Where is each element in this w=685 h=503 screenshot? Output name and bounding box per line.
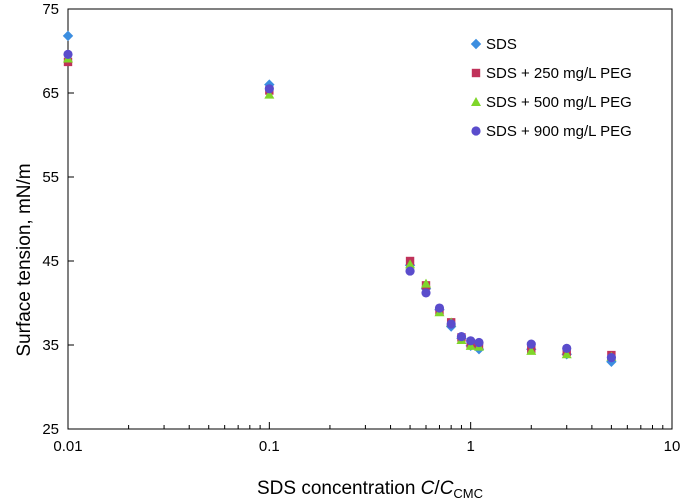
data-point-circle [446,319,456,329]
data-point-circle [421,288,431,298]
data-point-circle [474,337,484,348]
legend-label: SDS + 250 mg/L PEG [486,65,632,82]
data-points [62,30,617,367]
data-point-circle [63,49,73,59]
y-tick-label: 45 [42,253,59,270]
data-point-circle [264,84,274,94]
axis-ticks [67,8,673,430]
data-point-circle [434,303,445,313]
data-point-triangle [405,259,416,269]
data-point-triangle [526,345,537,355]
x-axis-title-c: C [440,478,454,499]
data-point-circle [466,336,476,346]
legend: SDS SDS + 250 mg/L PEG SDS + 500 mg/L PEG S… [470,36,632,140]
legend-marker-circle [471,126,481,136]
plot-area-border [67,8,673,430]
y-tick-label: 25 [42,421,59,438]
legend-marker-triangle [471,97,481,106]
y-tick-label: 35 [42,337,59,354]
x-tick-label: 10 [664,438,681,455]
data-point-circle [526,339,536,349]
data-point-triangle [561,349,572,359]
y-axis-title: Surface tension, mN/m [14,163,35,356]
legend-marker-square [471,68,481,78]
x-axis-title-subscript: CMC [453,486,483,501]
data-point-diamond [62,30,74,42]
series-4 [63,49,616,363]
data-point-circle [606,353,616,363]
legend-marker-diamond [470,38,482,50]
x-axis-title-slash: / [434,478,440,499]
x-axis-title: SDS concentration C/CCMC [257,478,483,501]
x-tick-label: 0.01 [53,438,82,455]
y-tick-label: 55 [42,169,59,186]
legend-label: SDS + 500 mg/L PEG [486,94,632,111]
y-tick-label: 65 [42,85,59,102]
x-axis-title-c: C [421,478,435,499]
x-axis-title-prefix: SDS concentration [257,478,421,499]
legend-label: SDS [486,36,517,53]
data-point-triangle [421,278,432,288]
x-tick-label: 0.1 [259,438,280,455]
y-tick-label: 75 [42,1,59,18]
data-point-circle [562,343,572,353]
data-point-circle [405,266,415,276]
plot-frame [67,8,673,430]
legend-label: SDS + 900 mg/L PEG [486,123,632,140]
x-tick-label: 1 [466,438,474,455]
axis-tick-labels: 25 35 45 55 65 75 0.01 0.1 1 10 [42,1,680,455]
data-point-triangle [264,89,275,99]
data-point-circle [456,332,467,342]
